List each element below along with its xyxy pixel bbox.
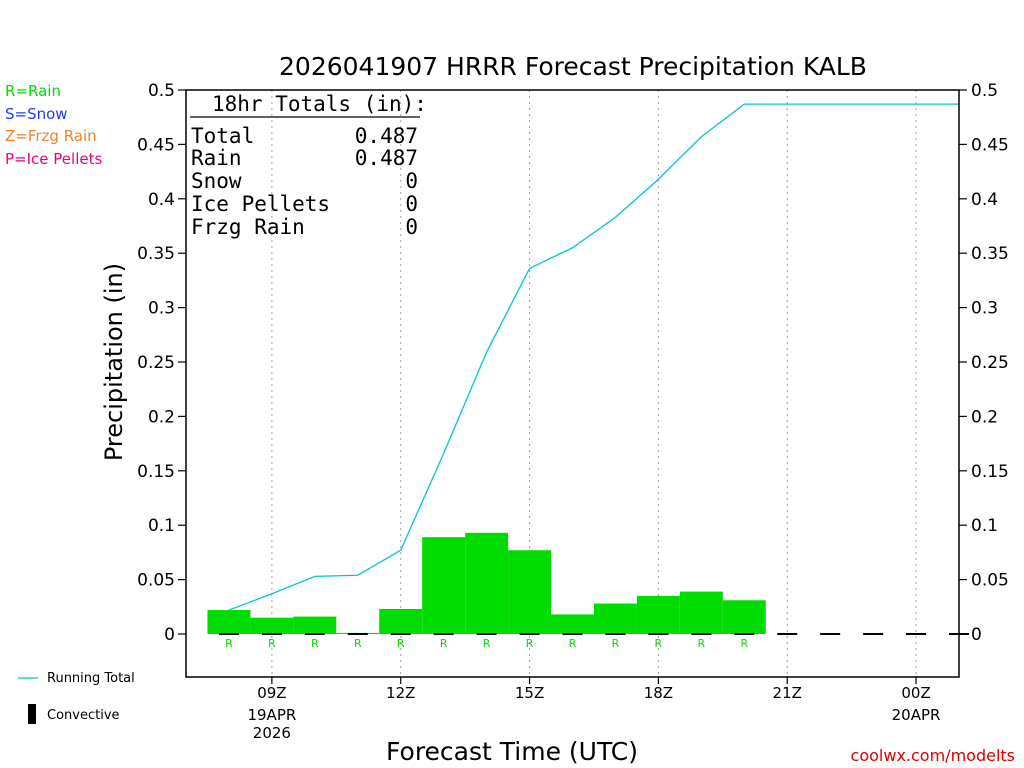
ytick-label-left-0: 0 xyxy=(164,625,175,645)
totals-heading: 18hr Totals (in): xyxy=(212,92,427,116)
ytick-label-right-0.3: 0.3 xyxy=(971,299,998,319)
totals-label-ice-pellets: Ice Pellets xyxy=(191,192,330,216)
legend-frzg-rain: Z=Frzg Rain xyxy=(5,127,97,145)
ytick-label-right-0.1: 0.1 xyxy=(971,516,998,536)
totals-box: 18hr Totals (in): Total 0.487 Rain 0.487… xyxy=(190,92,427,239)
totals-label-rain: Rain xyxy=(191,146,242,170)
y-axis-left: 0.5 0.45 0.4 0.35 0.3 0.25 0.2 0.15 0.1 0.05 0 xyxy=(137,81,186,645)
running-total-legend-label: Running Total xyxy=(47,671,135,686)
ytick-label-left-0.05: 0.05 xyxy=(137,571,175,591)
ytick-label-left-0.3: 0.3 xyxy=(148,299,175,319)
type-marker-9: R xyxy=(268,637,276,650)
hourly-precip-bars xyxy=(207,532,766,634)
bar-16 xyxy=(551,614,594,634)
totals-label-snow: Snow xyxy=(191,169,242,193)
series-legend: Running Total Convective xyxy=(18,671,135,724)
xtick-year-09Z: 2026 xyxy=(253,724,291,742)
totals-value-snow: 0 xyxy=(405,169,418,193)
ytick-label-right-0.35: 0.35 xyxy=(971,244,1009,264)
chart-title: 2026041907 HRRR Forecast Precipitation K… xyxy=(279,52,867,81)
x-axis-title: Forecast Time (UTC) xyxy=(386,737,638,766)
y-axis-title: Precipitation (in) xyxy=(100,263,128,461)
type-marker-20: R xyxy=(740,637,748,650)
totals-value-total: 0.487 xyxy=(355,124,418,148)
running-total-line xyxy=(228,103,959,611)
type-marker-13: R xyxy=(440,637,448,650)
type-marker-14: R xyxy=(483,637,491,650)
xtick-label-21Z: 21Z xyxy=(773,684,802,702)
ytick-label-left-0.4: 0.4 xyxy=(148,190,175,210)
convective-legend-swatch xyxy=(28,704,36,724)
type-marker-19: R xyxy=(698,637,706,650)
convective-legend-label: Convective xyxy=(47,708,120,723)
ytick-label-left-0.25: 0.25 xyxy=(137,353,175,373)
plot-frame xyxy=(185,89,960,678)
ytick-label-left-0.15: 0.15 xyxy=(137,462,175,482)
type-marker-18: R xyxy=(655,637,663,650)
ytick-label-left-0.2: 0.2 xyxy=(148,407,175,427)
totals-value-ice-pellets: 0 xyxy=(405,192,418,216)
type-marker-16: R xyxy=(569,637,577,650)
ytick-label-right-0.25: 0.25 xyxy=(971,353,1009,373)
xtick-label-12Z: 12Z xyxy=(386,684,415,702)
ytick-label-right-0: 0 xyxy=(971,625,982,645)
ytick-label-right-0.15: 0.15 xyxy=(971,462,1009,482)
xtick-label-00Z: 00Z xyxy=(901,684,930,702)
xtick-label-18Z: 18Z xyxy=(644,684,673,702)
ytick-label-right-0.05: 0.05 xyxy=(971,571,1009,591)
legend-rain: R=Rain xyxy=(5,82,61,100)
ytick-label-left-0.1: 0.1 xyxy=(148,516,175,536)
y-axis-right: 0.5 0.45 0.4 0.35 0.3 0.25 0.2 0.15 0.1 0.05 0 xyxy=(959,81,1009,645)
legend-snow: S=Snow xyxy=(5,105,68,123)
type-marker-10: R xyxy=(311,637,319,650)
bar-20 xyxy=(722,600,766,634)
bar-10 xyxy=(293,616,337,634)
bar-19 xyxy=(679,591,723,634)
bar-17 xyxy=(593,603,637,634)
ytick-label-right-0.2: 0.2 xyxy=(971,407,998,427)
ytick-label-left-0.35: 0.35 xyxy=(137,244,175,264)
type-marker-11: R xyxy=(354,637,362,650)
totals-label-frzg-rain: Frzg Rain xyxy=(191,215,305,239)
bar-14 xyxy=(465,532,509,634)
ytick-label-left-0.5: 0.5 xyxy=(148,81,175,101)
type-marker-17: R xyxy=(612,637,620,650)
ytick-label-left-0.45: 0.45 xyxy=(137,135,175,155)
totals-value-frzg-rain: 0 xyxy=(405,215,418,239)
credit-text: coolwx.com/modelts xyxy=(851,746,1015,765)
xtick-label-15Z: 15Z xyxy=(515,684,544,702)
type-marker-8: R xyxy=(225,637,233,650)
legend-ice-pellets: P=Ice Pellets xyxy=(5,150,102,168)
bar-13 xyxy=(422,537,466,634)
bar-18 xyxy=(636,595,680,634)
xtick-date-00Z: 20APR xyxy=(892,706,941,724)
ytick-label-right-0.4: 0.4 xyxy=(971,190,998,210)
bar-9 xyxy=(250,617,294,634)
type-marker-15: R xyxy=(526,637,534,650)
type-marker-12: R xyxy=(397,637,405,650)
grid-lines xyxy=(271,90,917,677)
bar-12 xyxy=(379,608,423,634)
totals-label-total: Total xyxy=(191,124,254,148)
ytick-label-right-0.5: 0.5 xyxy=(971,81,998,101)
bar-8 xyxy=(207,610,251,634)
totals-value-rain: 0.487 xyxy=(355,146,418,170)
bar-15 xyxy=(508,550,552,634)
ytick-label-right-0.45: 0.45 xyxy=(971,135,1009,155)
xtick-date-09Z: 19APR xyxy=(247,706,296,724)
xtick-label-09Z: 09Z xyxy=(257,684,286,702)
precip-type-legend: R=Rain S=Snow Z=Frzg Rain P=Ice Pellets xyxy=(5,82,102,168)
